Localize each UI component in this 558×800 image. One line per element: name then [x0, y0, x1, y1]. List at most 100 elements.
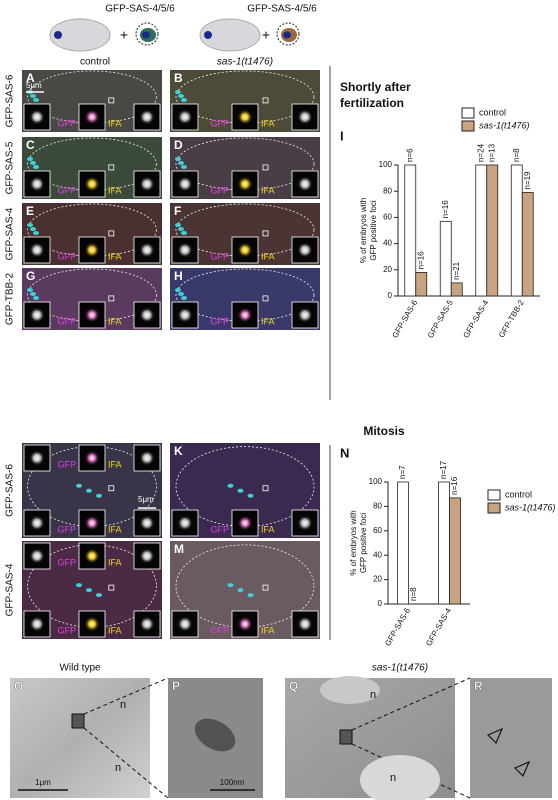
chromatin	[175, 288, 181, 292]
bar	[511, 165, 522, 296]
legend-swatch	[462, 108, 474, 118]
panel-letter: N	[340, 445, 349, 460]
chromatin	[27, 157, 33, 161]
legend-label: sas-1(t1476)	[479, 120, 530, 130]
inset-label: GFP	[210, 251, 229, 261]
row-label: GFP-TBB-2	[5, 272, 16, 325]
panel-letter: Q	[289, 679, 298, 693]
chromatin	[178, 94, 184, 98]
inset-label: IFA	[108, 524, 122, 534]
row-label: GFP-SAS-5	[5, 141, 16, 194]
panel-letter: E	[26, 204, 34, 218]
row-label: GFP-SAS-6	[5, 464, 16, 517]
chromatin	[30, 94, 36, 98]
inset-spot	[84, 450, 100, 466]
bar	[487, 165, 498, 296]
n-label: n=21	[452, 261, 461, 280]
inset-spot	[177, 109, 193, 125]
n-label: n=13	[487, 143, 496, 162]
inset-label: IFA	[261, 524, 275, 534]
x-tick-label: GFP-SAS-6	[383, 606, 412, 648]
panel-letter: F	[174, 204, 181, 218]
inset-label: IFA	[108, 459, 122, 469]
y-axis-label: % of embryos with	[349, 510, 358, 575]
chromatin	[175, 157, 181, 161]
inset-label: IFA	[261, 185, 275, 195]
inset-label: IFA	[108, 251, 122, 261]
nucleus-label: n	[370, 689, 376, 701]
schematic-label: GFP-SAS-4/5/6	[247, 4, 317, 15]
electron-micrograph	[470, 678, 552, 798]
inset-label: GFP	[57, 557, 76, 567]
chromatin	[238, 588, 244, 592]
n-label: n=16	[450, 476, 459, 495]
chromatin	[33, 296, 39, 300]
scale-bar-label: 100nm	[220, 778, 245, 787]
inset-label: IFA	[261, 316, 275, 326]
inset-label: IFA	[261, 251, 275, 261]
scale-bar-label: 5μm	[138, 495, 154, 504]
chromatin	[178, 227, 184, 231]
x-tick-label: GFP-TBB-2	[497, 298, 526, 339]
panel-letter: I	[340, 128, 344, 143]
plus-sign: +	[120, 27, 128, 43]
panel-letter: B	[174, 71, 183, 85]
section-heading: fertilization	[340, 96, 404, 110]
inset-spot	[177, 176, 193, 192]
inset-spot	[84, 515, 100, 531]
schematic-label: GFP-SAS-4/5/6	[105, 4, 175, 15]
panel-letter: K	[174, 444, 183, 458]
inset-spot	[139, 548, 155, 564]
panel-letter: R	[474, 679, 483, 693]
y-tick-label: 20	[373, 575, 382, 584]
chromatin	[181, 98, 187, 102]
inset-spot	[139, 307, 155, 323]
bar	[439, 482, 450, 604]
inset-label: IFA	[261, 625, 275, 635]
scale-bar-label: 1μm	[35, 778, 51, 787]
inset-spot	[84, 242, 100, 258]
legend-swatch	[462, 121, 474, 131]
x-tick-label: GFP-SAS-4	[424, 606, 453, 648]
inset-spot	[177, 242, 193, 258]
legend-swatch	[488, 490, 500, 500]
row-label: GFP-SAS-4	[5, 563, 16, 616]
chromatin	[76, 484, 82, 488]
inset-spot	[29, 548, 45, 564]
inset-spot	[297, 616, 313, 632]
inset-spot	[29, 242, 45, 258]
em-header: Wild type	[59, 663, 101, 674]
inset-spot	[84, 616, 100, 632]
bar	[440, 221, 451, 296]
chromatin	[33, 231, 39, 235]
chromatin	[238, 489, 244, 493]
y-tick-label: 0	[378, 599, 383, 608]
inset-label: GFP	[210, 625, 229, 635]
inset-label: GFP	[57, 524, 76, 534]
chromatin	[30, 292, 36, 296]
chromatin	[178, 161, 184, 165]
chromatin	[96, 494, 102, 498]
inset-spot	[139, 515, 155, 531]
inset-label: IFA	[108, 118, 122, 128]
y-tick-label: 80	[373, 502, 382, 511]
bar	[451, 283, 462, 296]
legend-label: control	[505, 489, 532, 499]
scale-bar-label: 5μm	[26, 81, 42, 90]
chromatin	[96, 593, 102, 597]
n-label: n=19	[523, 171, 532, 190]
chromatin	[175, 223, 181, 227]
inset-label: GFP	[57, 459, 76, 469]
x-tick-label: GFP-SAS-6	[390, 298, 419, 340]
legend-swatch	[488, 503, 500, 513]
y-tick-label: 20	[383, 265, 392, 274]
inset-spot	[139, 242, 155, 258]
bar	[398, 482, 409, 604]
y-tick-label: 80	[383, 186, 392, 195]
inset-spot	[237, 242, 253, 258]
em-header: sas-1(t1476)	[372, 663, 428, 674]
inset-spot	[237, 307, 253, 323]
chromatin	[181, 165, 187, 169]
inset-label: IFA	[108, 625, 122, 635]
inset-spot	[29, 109, 45, 125]
